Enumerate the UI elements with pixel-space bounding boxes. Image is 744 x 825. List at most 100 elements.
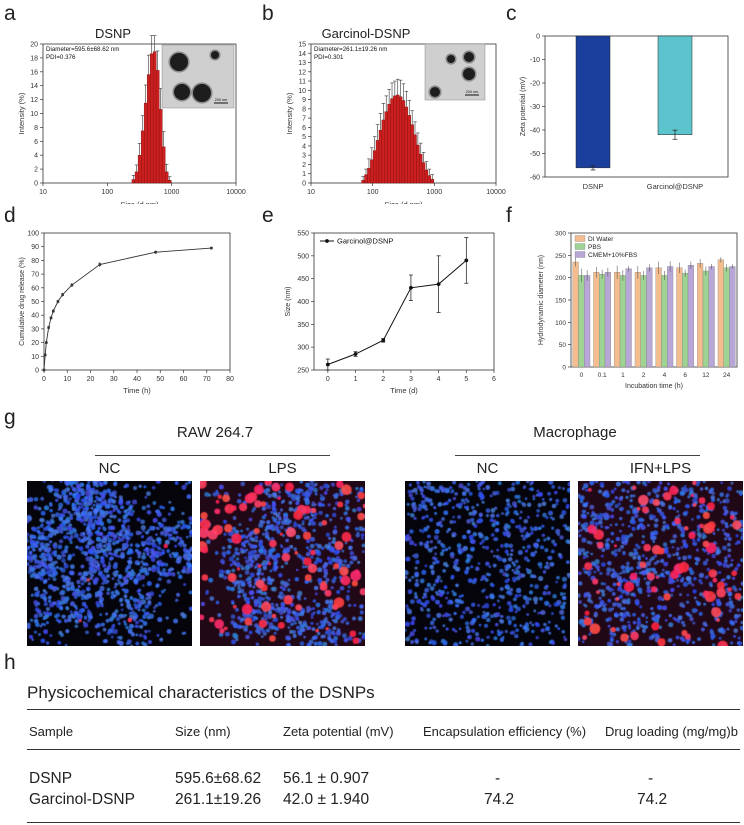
tem-particle [170, 53, 188, 71]
tem-particle [174, 84, 190, 100]
diameter-bar [614, 272, 621, 368]
y-tick-label: 12 [298, 69, 306, 76]
y-tick-label: -20 [530, 81, 540, 88]
x-tick-label: 2 [381, 376, 385, 383]
histogram-bar [370, 159, 374, 184]
y-tick-label: 4 [302, 143, 306, 150]
x-tick-label: 0.1 [598, 372, 607, 379]
group-rule-right [455, 455, 700, 456]
histogram-bar [390, 98, 394, 184]
histogram-bar [404, 106, 409, 184]
data-point [49, 316, 53, 320]
table-header-drug-loading: Drug loading (mg/mg)b [605, 724, 738, 739]
y-tick-label: 250 [297, 368, 309, 375]
data-point [409, 285, 413, 290]
diameter-bar [655, 267, 662, 368]
table-cell-r1-dl: - [648, 770, 654, 787]
annotation-diameter: Diameter=261.1±19.26 nm [314, 46, 387, 53]
y-tick-label: 16 [30, 69, 38, 76]
y-tick-label: 90 [31, 244, 39, 251]
x-axis-label: Size (d.nm) [384, 200, 423, 204]
diameter-bar [604, 272, 611, 368]
panel-letter-e: e [262, 204, 274, 227]
y-tick-label: 30 [31, 326, 39, 333]
chart-title: Garcinol-DSNP [322, 26, 411, 41]
histogram-bar [367, 167, 371, 184]
data-point [56, 300, 60, 303]
image-label-nc-2: NC [476, 460, 499, 477]
histogram-bar [155, 70, 160, 184]
x-tick-label: 0 [42, 376, 46, 383]
image-label-lps: LPS [268, 460, 297, 477]
table-cell-r2-size: 261.1±19.26 [175, 791, 262, 808]
histogram-bar [419, 154, 423, 184]
table-cell-r1-sample: DSNP [29, 770, 73, 787]
histogram-bar [146, 74, 151, 184]
histogram-bar [137, 154, 142, 184]
x-tick-label: 10 [307, 189, 315, 196]
x-tick-label: 12 [702, 372, 710, 379]
data-point [52, 309, 55, 313]
y-tick-label: 80 [31, 258, 39, 265]
y-axis-label: Cumulative drug release (%) [19, 257, 26, 346]
table-rule-top [27, 709, 740, 710]
x-tick-label: 70 [203, 376, 211, 383]
table-cell-r1-ee: - [495, 770, 501, 787]
x-tick-label: 4 [437, 376, 441, 383]
diameter-bar [697, 263, 704, 368]
histogram-bar [375, 140, 380, 184]
x-axis-label: Time (h) [123, 386, 151, 395]
histogram-bar [131, 179, 136, 184]
histogram-bar [430, 179, 434, 184]
y-tick-label: 10 [31, 354, 39, 361]
tem-scale-label: 200 nm [215, 98, 228, 102]
tem-particle [464, 52, 474, 62]
x-tick-label: 100 [101, 189, 113, 196]
table-cell-r1-zeta: 56.1 ± 0.907 [283, 770, 370, 787]
size-line [327, 260, 467, 365]
data-point [70, 283, 74, 287]
diameter-bar [667, 266, 674, 368]
y-tick-label: 13 [298, 60, 306, 67]
x-tick-label: 6 [492, 376, 496, 383]
table-cell-r2-ee: 74.2 [484, 791, 515, 808]
chart-f-hydrodynamic-diameter: 0 50 100 150 200 250 300 Hydrodynamic diameter … [538, 231, 738, 390]
x-tick-label: 1 [354, 376, 358, 383]
y-tick-label: 50 [559, 342, 567, 349]
plot-frame [544, 35, 729, 178]
panel-letter-c: c [506, 2, 517, 25]
release-line [43, 247, 212, 371]
chart-a-size-distribution: DSNP 0 2 4 6 8 10 12 14 16 18 20 10 100 1000 10000 Size … [17, 26, 246, 204]
data-point [325, 362, 330, 367]
chart-c-zeta-potential: 0 -10 -20 -30 -40 -50 -60 Zeta potential (mV) DS… [520, 34, 729, 191]
x-tick-label: 1000 [427, 189, 443, 196]
y-axis-label: Size (nm) [285, 287, 292, 317]
data-point [464, 258, 469, 263]
x-axis-label: Time (d) [390, 386, 418, 395]
y-tick-label: 250 [555, 253, 566, 260]
annotation-diameter: Diameter=595.6±68.62 nm [46, 46, 119, 53]
y-tick-label: 5 [302, 134, 306, 141]
y-tick-label: 15 [298, 42, 306, 49]
histogram-bar [387, 104, 391, 184]
chart-e-size-stability: 250 300 350 400 450 500 550 0 1 2 3 4 5 6 Time (d) Size… [285, 231, 496, 396]
y-tick-label: 8 [34, 125, 38, 132]
x-tick-label: 3 [409, 376, 413, 383]
y-tick-label: 350 [297, 322, 309, 329]
diameter-bar [646, 267, 653, 368]
x-tick-label: 4 [663, 372, 667, 379]
y-tick-label: 450 [297, 276, 309, 283]
table-cell-r1-size: 595.6±68.62 [175, 770, 262, 787]
data-point [381, 338, 386, 343]
y-tick-label: 2 [34, 167, 38, 174]
diameter-bar [708, 266, 715, 368]
y-tick-label: 0 [536, 34, 540, 41]
histogram-bar [421, 162, 426, 184]
x-tick-label: 5 [464, 376, 468, 383]
histogram-bar [140, 130, 145, 184]
diameter-bar [682, 273, 689, 368]
histogram-bar [378, 129, 383, 184]
image-label-ifn-lps: IFN+LPS [629, 460, 692, 477]
y-tick-label: -50 [530, 151, 540, 158]
x-tick-label: 10000 [486, 189, 506, 196]
